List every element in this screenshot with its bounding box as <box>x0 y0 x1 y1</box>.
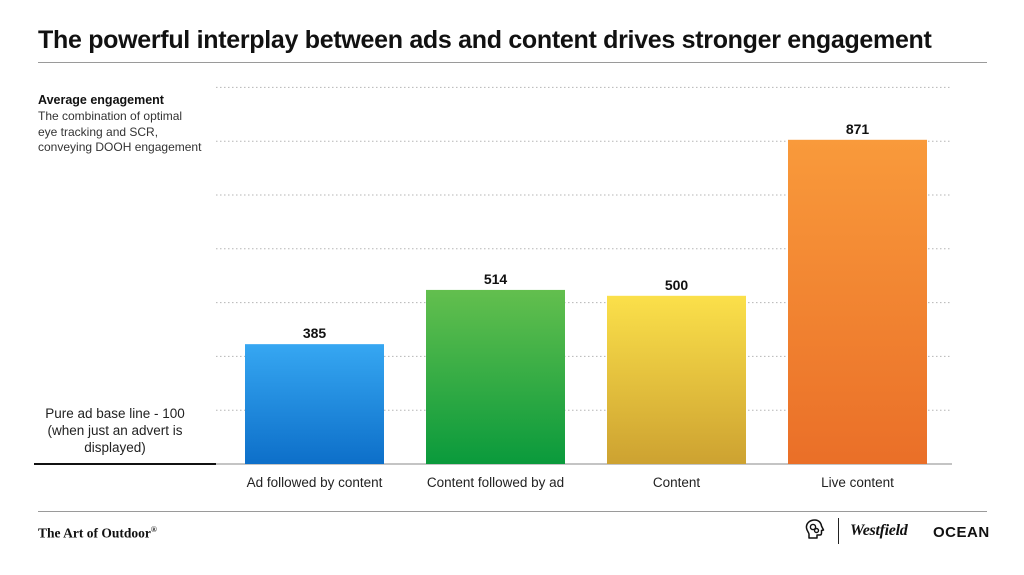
baseline-label: Pure ad base line - 100 (when just an ad… <box>45 406 185 455</box>
data-label-4: 871 <box>846 121 870 137</box>
y-axis-description: The combination of optimal eye tracking … <box>38 109 202 154</box>
baseline-rule <box>34 463 216 465</box>
data-label-1: 385 <box>303 325 327 341</box>
category-labels: Ad followed by content Content followed b… <box>247 475 895 490</box>
category-label-1: Ad followed by content <box>247 475 383 490</box>
data-labels: 385 514 500 871 <box>303 121 870 341</box>
registered-mark: ® <box>150 525 157 534</box>
bar-2 <box>426 289 565 464</box>
footer-brand: The Art of Outdoor® <box>38 525 157 542</box>
footer-divider <box>38 511 987 512</box>
ocean-logo: OCEAN <box>933 524 990 541</box>
bar-3 <box>607 295 746 464</box>
bar-1 <box>245 344 384 464</box>
footer-brand-text: The Art of Outdoor <box>38 525 151 541</box>
chart-title: The powerful interplay between ads and c… <box>38 26 932 54</box>
title-divider <box>38 62 987 63</box>
bar-4 <box>788 139 927 464</box>
westfield-logo: Westfield <box>850 522 908 539</box>
category-label-4: Live content <box>821 475 894 490</box>
y-axis-heading: Average engagement <box>38 93 164 107</box>
logo-separator <box>838 518 839 544</box>
data-label-3: 500 <box>665 277 689 293</box>
brain-gears-icon <box>805 519 825 539</box>
bars <box>245 139 927 464</box>
category-label-3: Content <box>653 475 701 490</box>
data-label-2: 514 <box>484 271 508 287</box>
category-label-2: Content followed by ad <box>427 475 564 490</box>
